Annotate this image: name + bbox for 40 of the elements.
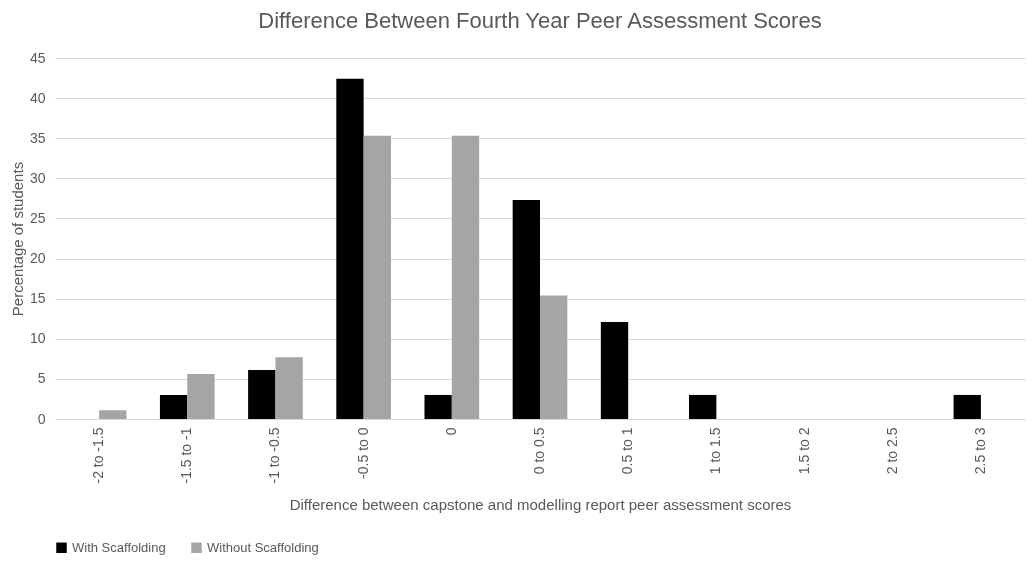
bar [451,135,480,419]
y-tick-label: 35 [29,129,46,146]
chart-title: Difference Between Fourth Year Peer Assessment Scores [258,8,822,33]
bar [424,394,452,419]
x-tick-label: 0 [442,427,459,436]
x-axis-title: Difference between capstone and modelling report peer assessment scores [289,495,792,513]
bar [159,394,188,419]
x-tick-label: 2.5 to 3 [971,427,988,475]
bar [248,370,276,419]
y-tick-label: 5 [37,370,46,387]
x-tick-label: 2 to 2.5 [883,427,900,475]
bar [689,394,717,419]
legend-label: Without Scaffolding [207,539,319,555]
bar [336,78,364,419]
x-tick-label: 0 to 0.5 [531,427,547,475]
y-axis-title: Percentage of students [8,161,26,317]
y-tick-label: 30 [29,169,46,186]
x-tick-label: -2 to -1.5 [90,427,107,484]
y-tick-label: 10 [29,330,46,347]
bar [275,357,303,419]
bar [99,410,127,419]
bar [540,295,568,419]
x-tick-label: 1 to 1.5 [707,427,724,475]
bar [512,199,540,419]
x-tick-label: -1 to -0.5 [266,427,283,484]
y-tick-label: 40 [29,89,46,106]
legend-label: With Scaffolding [72,539,166,555]
y-tick-label: 15 [29,290,46,307]
y-tick-label: 0 [37,410,46,427]
bar [953,394,981,419]
x-tick-label: 1.5 to 2 [795,427,812,475]
bar [363,135,391,419]
x-tick-label: -1.5 to -1 [178,427,195,484]
y-tick-label: 45 [29,49,46,66]
y-tick-label: 20 [29,250,46,267]
x-tick-label: 0.5 to 1 [619,427,636,475]
bar [600,321,629,419]
x-tick-label: -0.5 to 0 [354,427,371,479]
bar [187,374,215,419]
y-tick-label: 25 [29,209,46,226]
